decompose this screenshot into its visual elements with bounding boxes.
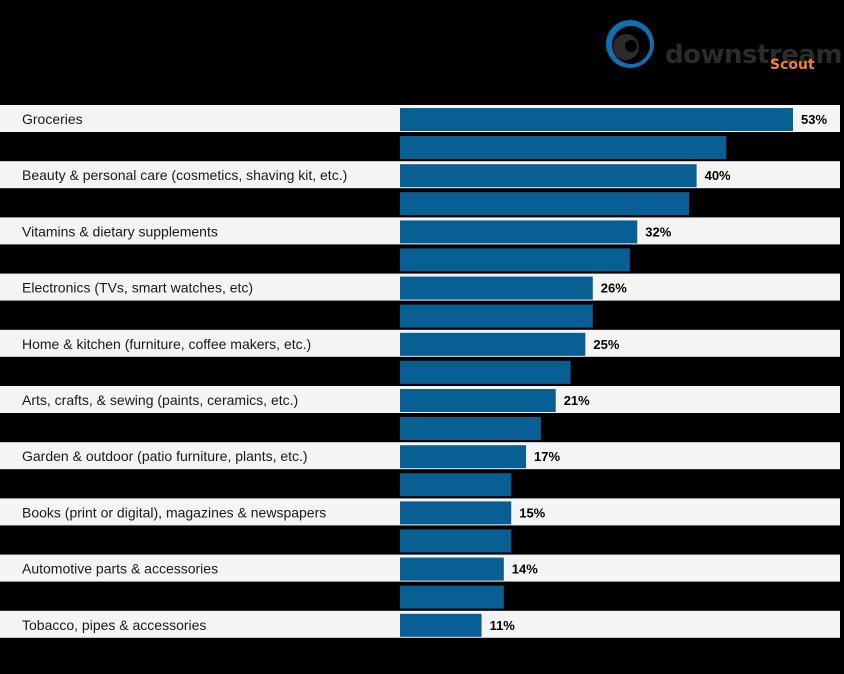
brand-subtitle: Scout: [770, 57, 815, 73]
bar-series-2-2: [400, 248, 630, 272]
bar-series-1-5: [400, 389, 556, 412]
value-label-6: 17%: [534, 449, 560, 464]
bar-series-1-1: [400, 164, 697, 188]
category-labels: Groceries Beauty & personal care (cosmeti…: [22, 111, 347, 633]
series-1-bars: [400, 108, 793, 637]
bar-series-2-5: [400, 417, 541, 440]
bar-series-1-8: [400, 557, 504, 581]
category-label-0: Groceries: [22, 111, 83, 127]
downstream-logo-icon: [606, 20, 654, 68]
bar-series-1-7: [400, 501, 512, 525]
category-label-7: Books (print or digital), magazines & ne…: [22, 504, 326, 520]
bar-series-2-0: [400, 136, 727, 159]
series-2-bars: [400, 136, 727, 609]
bar-series-1-0: [400, 108, 793, 131]
bar-series-1-4: [400, 332, 586, 356]
brand-name: downstream: [665, 40, 843, 70]
category-label-1: Beauty & personal care (cosmetics, shavi…: [22, 167, 347, 183]
brand-logo: downstream Scout: [604, 16, 843, 76]
value-label-0: 53%: [801, 112, 827, 127]
value-labels: 53% 40% 32% 26% 25% 21% 17% 15% 14% 11%: [490, 112, 828, 633]
value-label-9: 11%: [490, 618, 516, 633]
value-label-3: 26%: [601, 281, 627, 296]
value-label-4: 25%: [593, 337, 619, 352]
value-label-8: 14%: [512, 562, 538, 577]
category-label-2: Vitamins & dietary supplements: [22, 223, 218, 239]
bar-series-2-6: [400, 473, 512, 497]
category-label-4: Home & kitchen (furniture, coffee makers…: [22, 336, 311, 352]
bar-series-1-9: [400, 613, 482, 637]
category-label-3: Electronics (TVs, smart watches, etc): [22, 280, 253, 296]
value-label-5: 21%: [564, 393, 590, 408]
category-label-5: Arts, crafts, & sewing (paints, ceramics…: [22, 392, 298, 408]
value-label-2: 32%: [645, 224, 671, 239]
bar-series-2-4: [400, 360, 571, 384]
bar-series-2-1: [400, 192, 690, 216]
category-label-9: Tobacco, pipes & accessories: [22, 617, 206, 633]
category-label-6: Garden & outdoor (patio furniture, plant…: [22, 448, 308, 464]
bar-series-1-2: [400, 220, 638, 244]
bar-series-2-3: [400, 304, 593, 328]
bar-series-1-6: [400, 445, 527, 469]
bar-series-1-3: [400, 276, 593, 300]
value-label-7: 15%: [519, 505, 545, 520]
value-label-1: 40%: [705, 168, 731, 183]
logo-mark-hole: [625, 40, 637, 52]
bar-series-2-8: [400, 585, 504, 609]
bar-series-2-7: [400, 529, 512, 553]
category-label-8: Automotive parts & accessories: [22, 561, 218, 577]
